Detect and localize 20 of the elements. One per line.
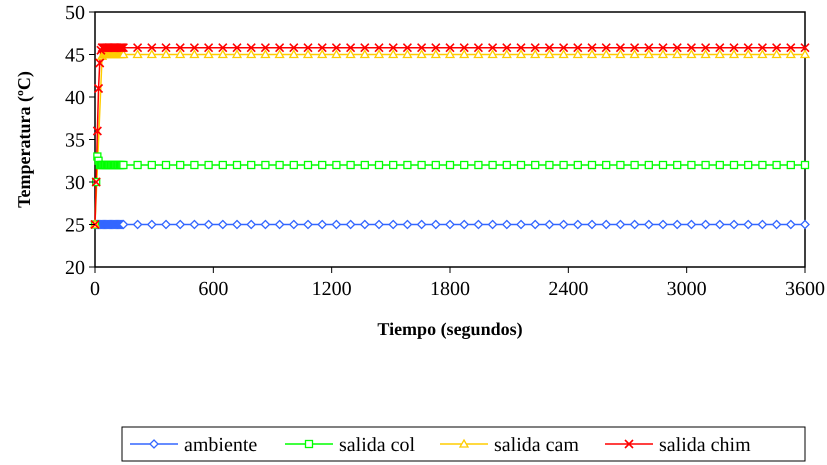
legend-label: salida cam	[494, 434, 580, 456]
legend-label: salida col	[339, 434, 416, 456]
y-tick-label: 25	[65, 214, 85, 236]
y-tick-label: 40	[65, 87, 85, 109]
x-tick-label: 1200	[312, 278, 352, 300]
x-tick-label: 3600	[785, 278, 825, 300]
x-axis-title: Tiempo (segundos)	[377, 319, 523, 339]
legend-label: ambiente	[184, 434, 258, 456]
y-axis-title: Temperatura (ºC)	[14, 71, 34, 208]
y-tick-label: 35	[65, 130, 85, 152]
x-tick-label: 600	[198, 278, 228, 300]
x-tick-label: 2400	[548, 278, 588, 300]
x-tick-label: 3000	[666, 278, 707, 300]
legend-label: salida chim	[659, 434, 752, 456]
y-tick-label: 20	[65, 257, 85, 279]
y-tick-label: 50	[65, 2, 85, 24]
y-tick-label: 30	[65, 172, 85, 194]
x-tick-label: 1800	[430, 278, 470, 300]
y-tick-label: 45	[65, 44, 85, 66]
x-tick-label: 0	[90, 278, 100, 300]
